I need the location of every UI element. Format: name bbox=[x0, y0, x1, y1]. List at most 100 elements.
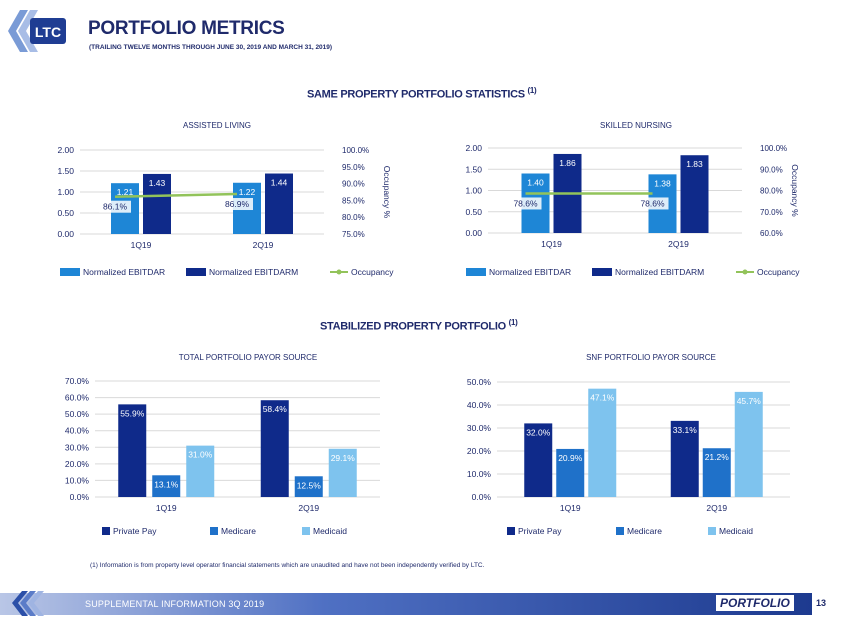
legend-label: Medicare bbox=[221, 526, 256, 536]
x-tick-label: 2Q19 bbox=[668, 239, 689, 249]
y-tick-label: 0.00 bbox=[465, 228, 482, 238]
y-tick-label: 40.0% bbox=[65, 426, 90, 436]
y2-tick-label: 100.0% bbox=[342, 146, 369, 155]
section-same-property-label: SAME PROPERTY PORTFOLIO STATISTICS bbox=[307, 88, 525, 101]
legend-swatch bbox=[60, 268, 80, 276]
data-label: 55.9% bbox=[120, 408, 145, 418]
footer: SUPPLEMENTAL INFORMATION 3Q 2019 PORTFOL… bbox=[0, 589, 850, 618]
y2-tick-label: 70.0% bbox=[760, 208, 783, 217]
occupancy-label-bg bbox=[221, 198, 253, 211]
bar bbox=[524, 423, 553, 497]
occupancy-line bbox=[114, 192, 238, 198]
data-label: 33.1% bbox=[673, 425, 698, 435]
legend-swatch bbox=[210, 527, 218, 535]
legend-label: Medicare bbox=[627, 526, 662, 536]
legend-swatch bbox=[186, 268, 206, 276]
footer-text: SUPPLEMENTAL INFORMATION 3Q 2019 bbox=[85, 599, 265, 609]
bar bbox=[588, 388, 617, 497]
y-tick-label: 60.0% bbox=[65, 393, 90, 403]
y-tick-label: 2.00 bbox=[57, 145, 74, 155]
y-tick-label: 0.0% bbox=[472, 492, 492, 502]
legend-label: Normalized EBITDAR bbox=[489, 267, 571, 277]
x-tick-label: 1Q19 bbox=[541, 239, 562, 249]
y-tick-label: 0.0% bbox=[70, 492, 90, 502]
data-label: 1.22 bbox=[239, 187, 256, 197]
note-marker: (1) bbox=[508, 318, 518, 327]
data-label: 1.83 bbox=[686, 159, 703, 169]
y-tick-label: 50.0% bbox=[467, 377, 492, 387]
y-tick-label: 10.0% bbox=[467, 469, 492, 479]
y-tick-label: 70.0% bbox=[65, 376, 90, 386]
bar bbox=[143, 173, 171, 234]
y-tick-label: 1.50 bbox=[465, 164, 482, 174]
data-label: 32.0% bbox=[526, 427, 551, 437]
y-tick-label: 10.0% bbox=[65, 475, 90, 485]
bar bbox=[556, 448, 585, 497]
chart-title: SNF PORTFOLIO PAYOR SOURCE bbox=[586, 353, 716, 362]
chart-title: ASSISTED LIVING bbox=[183, 121, 251, 130]
x-tick-label: 1Q19 bbox=[560, 503, 581, 513]
page-subtitle: (TRAILING TWELVE MONTHS THROUGH JUNE 30,… bbox=[89, 44, 333, 51]
bar bbox=[294, 476, 323, 497]
footer-bar bbox=[0, 593, 812, 615]
page-title: PORTFOLIO METRICS bbox=[88, 18, 285, 39]
section-stabilized-label: STABILIZED PROPERTY PORTFOLIO bbox=[320, 320, 506, 333]
chart-title: TOTAL PORTFOLIO PAYOR SOURCE bbox=[179, 353, 318, 362]
section-stabilized: STABILIZED PROPERTY PORTFOLIO (1) bbox=[320, 318, 518, 333]
data-label: 12.5% bbox=[297, 480, 322, 490]
legend-label: Normalized EBITDARM bbox=[615, 267, 704, 277]
y2-axis-label: Occupancy % bbox=[382, 166, 392, 219]
page-number: 13 bbox=[816, 598, 827, 608]
occupancy-label: 78.6% bbox=[640, 198, 665, 208]
occupancy-label-bg bbox=[509, 197, 542, 210]
charts-canvas: ASSISTED LIVING 0.00 0.50 1.00 1.50 2.00 75.0%… bbox=[57, 121, 800, 536]
legend-label: Private Pay bbox=[518, 526, 562, 536]
legend-marker bbox=[742, 269, 748, 275]
y-tick-label: 1.50 bbox=[57, 166, 74, 176]
legend-swatch bbox=[466, 268, 486, 276]
legend-label: Normalized EBITDARM bbox=[209, 267, 298, 277]
data-label: 1.86 bbox=[559, 158, 576, 168]
occupancy-label-bg bbox=[99, 200, 131, 213]
data-label: 21.2% bbox=[705, 452, 730, 462]
x-tick-label: 1Q19 bbox=[156, 503, 177, 513]
legend-swatch bbox=[302, 527, 310, 535]
legend-swatch bbox=[507, 527, 515, 535]
y2-tick-label: 90.0% bbox=[760, 165, 783, 174]
y2-tick-label: 100.0% bbox=[760, 144, 787, 153]
data-label: 1.40 bbox=[527, 178, 544, 188]
legend-swatch bbox=[708, 527, 716, 535]
legend-swatch bbox=[616, 527, 624, 535]
y-tick-label: 2.00 bbox=[465, 143, 482, 153]
section-same-property: SAME PROPERTY PORTFOLIO STATISTICS (1) bbox=[307, 86, 537, 101]
legend-label: Medicaid bbox=[313, 526, 347, 536]
footer-section: PORTFOLIO bbox=[716, 595, 794, 611]
data-label: 1.43 bbox=[149, 178, 166, 188]
legend-label: Occupancy bbox=[757, 267, 800, 277]
bar bbox=[118, 404, 147, 497]
data-label: 47.1% bbox=[590, 393, 615, 403]
y2-tick-label: 80.0% bbox=[760, 187, 783, 196]
data-label: 58.4% bbox=[263, 404, 288, 414]
bar bbox=[265, 173, 293, 234]
y-tick-label: 1.00 bbox=[57, 187, 74, 197]
data-label: 1.21 bbox=[117, 187, 134, 197]
legend-swatch bbox=[592, 268, 612, 276]
legend-label: Occupancy bbox=[351, 267, 394, 277]
legend-label: Private Pay bbox=[113, 526, 157, 536]
legend-swatch bbox=[102, 527, 110, 535]
x-tick-label: 2Q19 bbox=[706, 503, 727, 513]
bar bbox=[152, 475, 181, 497]
legend-label: Normalized EBITDAR bbox=[83, 267, 165, 277]
note-marker: (1) bbox=[527, 86, 537, 95]
y-tick-label: 0.50 bbox=[465, 207, 482, 217]
y2-tick-label: 85.0% bbox=[342, 196, 365, 205]
y-tick-label: 40.0% bbox=[467, 400, 492, 410]
data-label: 13.1% bbox=[154, 479, 179, 489]
y2-tick-label: 90.0% bbox=[342, 180, 365, 189]
bar bbox=[680, 155, 709, 233]
y-tick-label: 20.0% bbox=[467, 446, 492, 456]
x-tick-label: 1Q19 bbox=[131, 240, 152, 250]
occupancy-label: 86.9% bbox=[225, 199, 250, 209]
occupancy-label-bg bbox=[636, 197, 669, 210]
